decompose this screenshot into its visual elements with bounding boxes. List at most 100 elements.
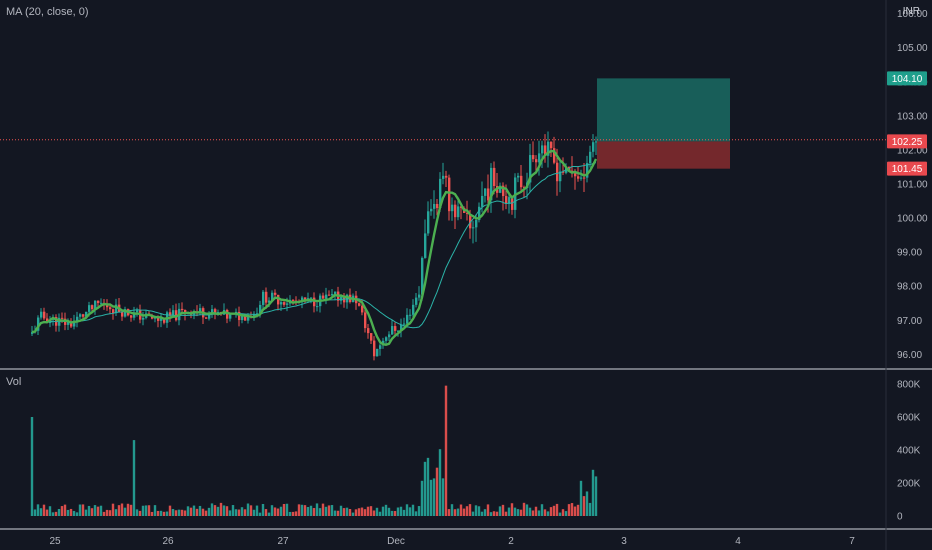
volume-bar: [372, 510, 376, 516]
volume-tick-label: 0: [897, 512, 903, 523]
volume-bar: [456, 508, 460, 516]
volume-bar: [30, 417, 34, 516]
volume-bar: [48, 506, 52, 516]
volume-bar: [375, 507, 379, 516]
candle-body: [592, 142, 595, 152]
volume-bar: [159, 510, 163, 516]
candle-body: [268, 300, 271, 303]
candle-body: [466, 212, 469, 214]
candle-body: [121, 312, 124, 317]
candle-body: [280, 302, 283, 305]
candle-body: [589, 151, 592, 164]
price-tick-label: 97.00: [897, 316, 922, 327]
volume-bar: [96, 506, 100, 516]
volume-bar: [135, 509, 139, 516]
candle-body: [427, 211, 430, 234]
price-tick-label: 103.00: [897, 111, 928, 122]
volume-bar: [126, 503, 130, 516]
candle-body: [424, 233, 427, 258]
volume-bar: [201, 508, 205, 516]
volume-bar: [540, 504, 544, 516]
volume-bar: [399, 506, 403, 516]
candle-body: [241, 313, 244, 321]
candle-body: [412, 304, 415, 315]
candle-body: [277, 294, 280, 305]
volume-bar: [411, 504, 415, 516]
volume-bar: [261, 503, 265, 516]
volume-bar: [516, 509, 520, 516]
candle-body: [436, 203, 439, 209]
candle-body: [274, 292, 277, 295]
candle-body: [70, 321, 73, 327]
volume-bar: [531, 510, 535, 516]
volume-bar: [300, 504, 304, 516]
candle-body: [364, 312, 367, 329]
candle-body: [97, 300, 100, 304]
candle-body: [94, 300, 97, 310]
volume-bar: [351, 512, 355, 516]
candle-body: [325, 294, 328, 299]
volume-bar: [309, 505, 313, 516]
candle-body: [517, 175, 520, 178]
volume-bar: [519, 509, 523, 516]
candle-body: [211, 309, 214, 314]
candle-body: [553, 148, 556, 163]
volume-tick-label: 200K: [897, 479, 921, 490]
candle-body: [367, 328, 370, 334]
volume-bar: [387, 507, 391, 516]
stop-price-badge: 101.45: [892, 164, 923, 175]
volume-bar: [93, 505, 97, 516]
volume-legend[interactable]: Vol: [6, 376, 22, 388]
volume-bar: [222, 505, 226, 516]
volume-bar: [108, 510, 112, 516]
time-tick-label: 27: [277, 536, 289, 547]
volume-bar: [231, 505, 235, 516]
candle-body: [469, 213, 472, 229]
candle-body: [181, 308, 184, 311]
volume-bar: [177, 509, 181, 516]
volume-bar: [174, 510, 178, 516]
candle-body: [577, 176, 580, 179]
volume-bar: [357, 508, 361, 516]
candle-body: [379, 345, 382, 349]
volume-bar: [315, 503, 319, 516]
candle-body: [544, 145, 547, 156]
volume-bar: [345, 507, 349, 516]
volume-bar: [336, 510, 340, 516]
volume-bar: [420, 480, 424, 516]
volume-bar: [507, 507, 511, 516]
volume-bar: [504, 511, 508, 516]
ma-legend[interactable]: MA (20, close, 0): [6, 6, 89, 18]
volume-bar: [45, 509, 49, 516]
candle-body: [541, 145, 544, 154]
candle-body: [406, 314, 409, 324]
volume-bar: [492, 511, 496, 516]
volume-bar: [186, 506, 190, 516]
volume-bar: [561, 509, 565, 516]
volume-bar: [501, 504, 505, 516]
volume-tick-label: 400K: [897, 446, 921, 457]
volume-bar: [249, 505, 253, 516]
volume-bar: [480, 511, 484, 516]
candle-body: [409, 314, 412, 316]
candle-body: [256, 313, 259, 315]
volume-bar: [303, 505, 307, 516]
candle-body: [259, 304, 262, 314]
volume-bar: [162, 511, 166, 516]
volume-bar: [432, 478, 436, 516]
volume-bar: [63, 504, 67, 516]
volume-bar: [213, 505, 217, 516]
volume-bar: [354, 509, 358, 516]
candle-body: [262, 291, 265, 305]
volume-bar: [477, 506, 481, 516]
volume-bar: [417, 506, 421, 516]
price-tick-label: 99.00: [897, 248, 922, 259]
volume-bar: [552, 505, 556, 516]
volume-bar: [282, 503, 286, 516]
target-zone: [597, 78, 730, 142]
candle-body: [478, 206, 481, 221]
candle-body: [442, 175, 445, 179]
volume-bar: [216, 506, 220, 516]
